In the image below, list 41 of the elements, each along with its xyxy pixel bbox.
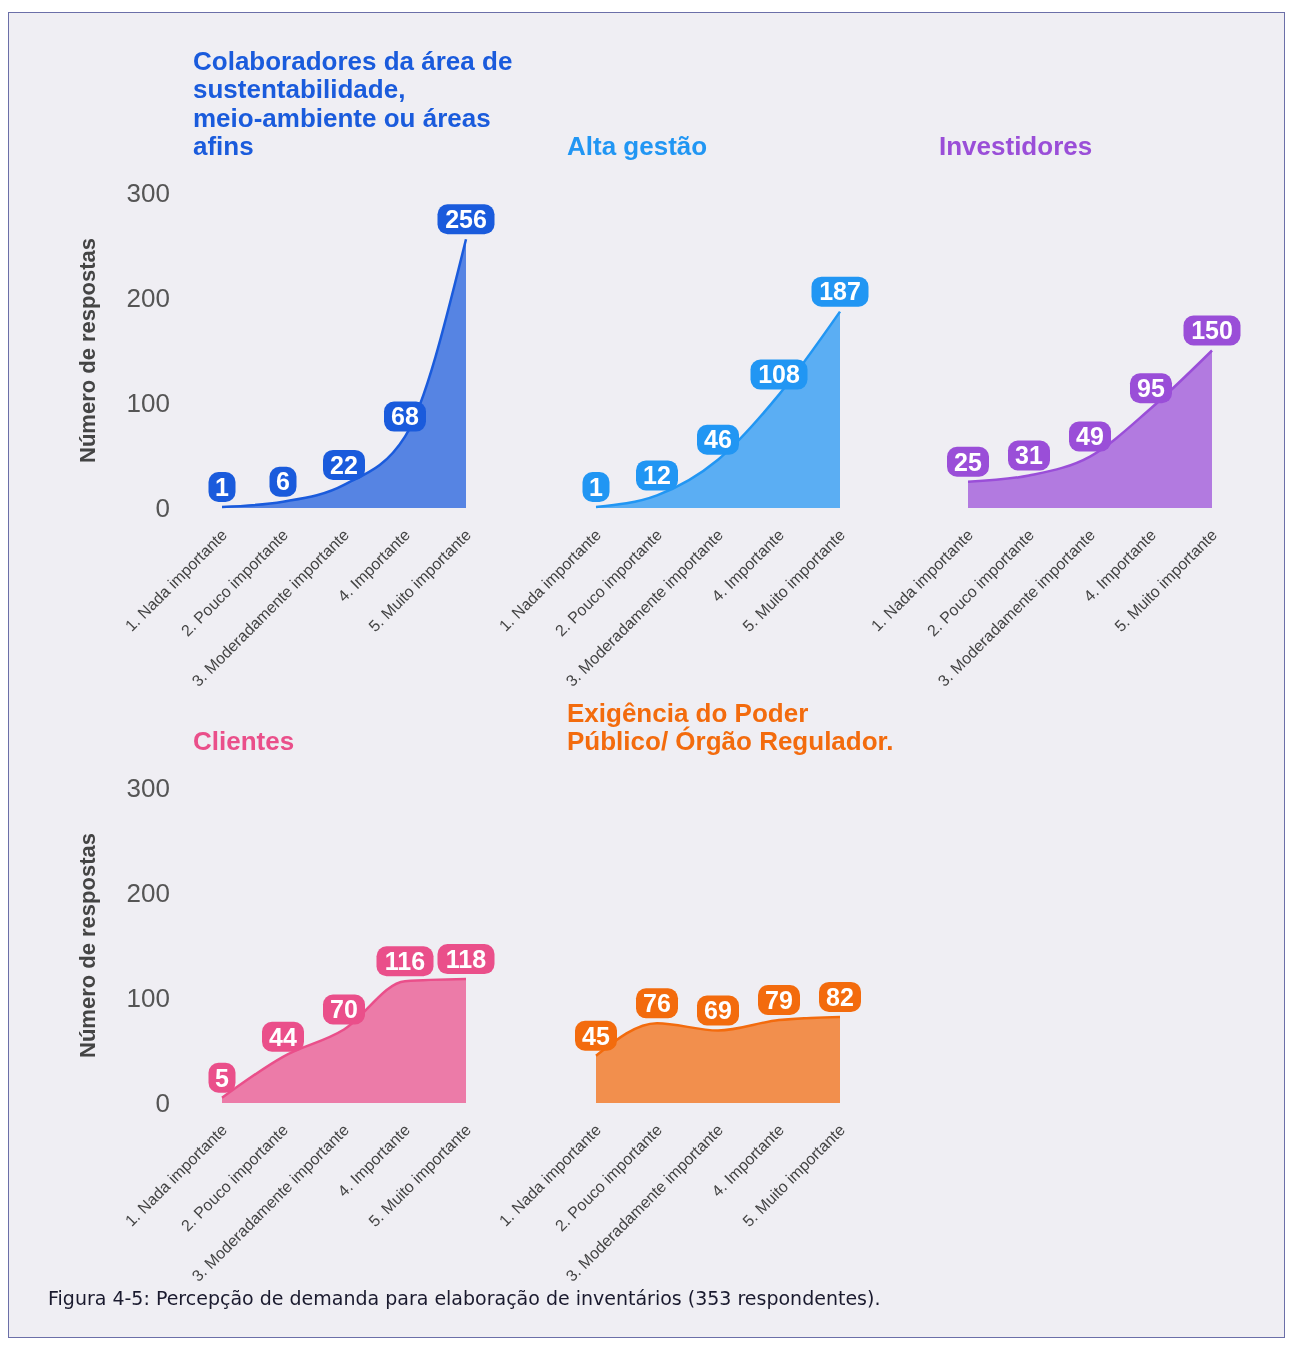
- data-label: 49: [1076, 422, 1104, 451]
- y-tick-label: 300: [126, 773, 170, 804]
- data-label: 79: [765, 985, 793, 1014]
- data-label: 5: [215, 1063, 230, 1092]
- chart-title: Investidores: [939, 131, 1093, 161]
- data-label: 82: [826, 982, 854, 1011]
- chart-title: Colaboradores da área de sustentabilidade, meio-ambiente ou áreas afins: [193, 45, 513, 161]
- data-label: 69: [704, 996, 732, 1025]
- data-label: 108: [758, 360, 800, 389]
- y-axis-title: Número de respostas: [74, 833, 100, 1058]
- data-label: 150: [1191, 316, 1233, 345]
- data-label: 44: [269, 1022, 297, 1051]
- data-label: 70: [330, 995, 358, 1024]
- data-label: 6: [276, 467, 290, 496]
- data-label: 256: [445, 204, 487, 233]
- y-tick-label: 100: [126, 388, 170, 419]
- data-label: 46: [704, 425, 732, 454]
- data-label: 31: [1015, 441, 1043, 470]
- data-label: 25: [954, 447, 982, 476]
- y-axis-title: Número de respostas: [74, 238, 100, 463]
- y-tick-label: 200: [126, 283, 170, 314]
- chart-title: Alta gestão: [567, 131, 708, 161]
- data-label: 1: [589, 472, 604, 501]
- data-label: 187: [819, 277, 861, 306]
- data-label: 76: [643, 988, 671, 1017]
- y-tick-label: 100: [126, 983, 170, 1014]
- text: Figura 4-5: Percepção de demanda para elaboração de inventários (353 respondentes).: [48, 1287, 881, 1309]
- y-tick-label: 200: [126, 878, 170, 909]
- y-tick-label: 0: [155, 493, 170, 524]
- chart-title: Exigência do Poder Público/ Órgão Regulador.: [567, 697, 894, 756]
- data-label: 12: [643, 461, 671, 490]
- data-label: 95: [1137, 374, 1165, 402]
- data-label: 118: [445, 944, 487, 973]
- chart-title: Clientes: [193, 726, 295, 756]
- data-label: 68: [391, 402, 419, 431]
- data-label: 1: [215, 472, 230, 501]
- data-label: 116: [384, 946, 426, 975]
- y-tick-label: 0: [155, 1088, 170, 1119]
- data-label: 45: [582, 1021, 610, 1050]
- y-tick-label: 300: [126, 178, 170, 209]
- data-label: 22: [330, 450, 358, 479]
